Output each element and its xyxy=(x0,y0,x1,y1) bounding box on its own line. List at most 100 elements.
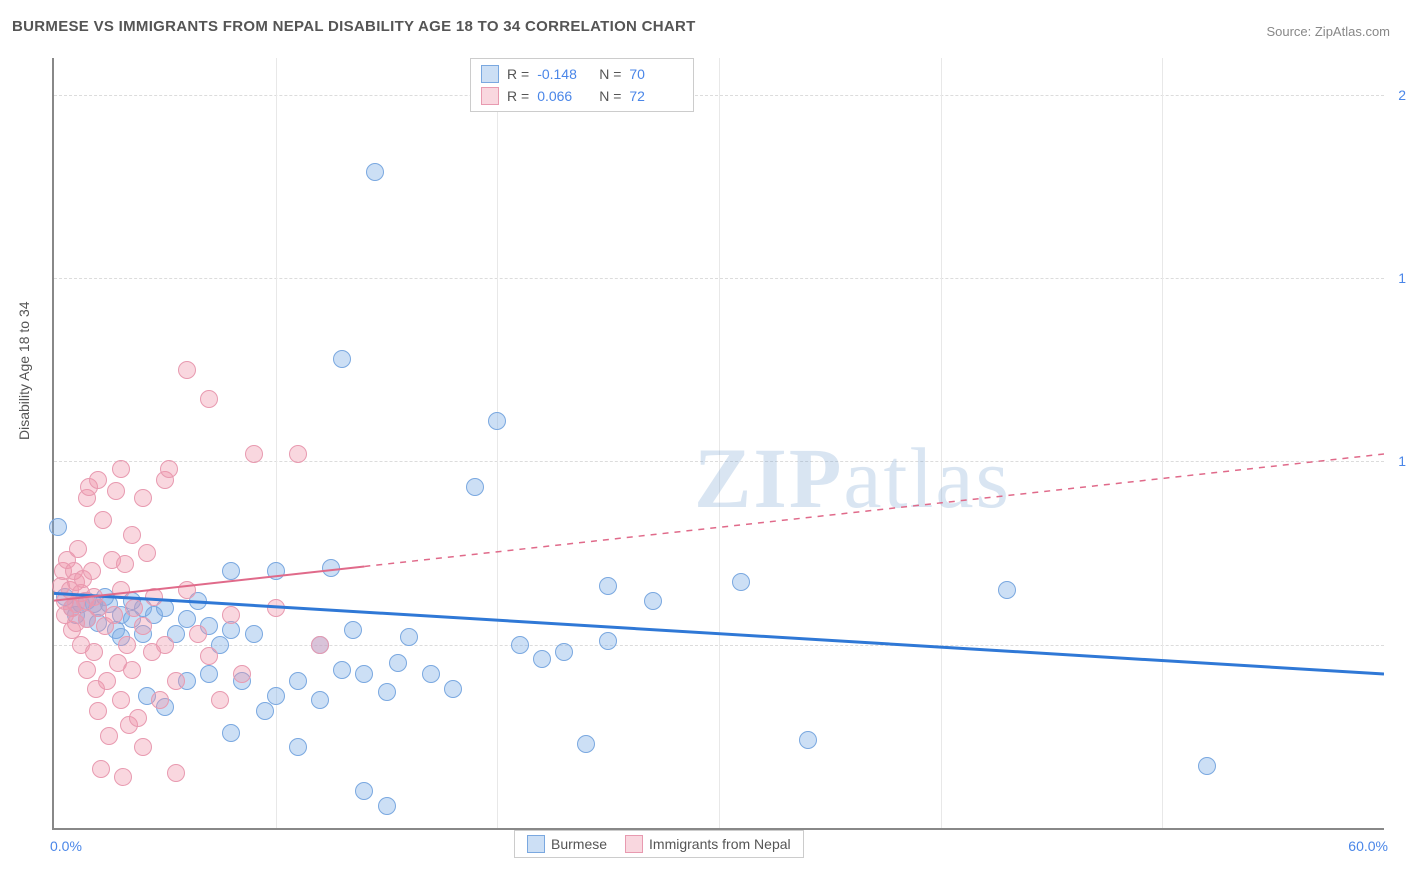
data-point xyxy=(488,412,506,430)
y-tick-label: 20.0% xyxy=(1388,87,1406,103)
stats-row: R = 0.066 N = 72 xyxy=(481,85,683,107)
data-point xyxy=(178,361,196,379)
data-point xyxy=(112,581,130,599)
data-point xyxy=(422,665,440,683)
legend-label: Burmese xyxy=(551,836,607,852)
data-point xyxy=(145,588,163,606)
data-point xyxy=(311,636,329,654)
data-point xyxy=(89,702,107,720)
data-point xyxy=(311,691,329,709)
data-point xyxy=(444,680,462,698)
data-point xyxy=(118,636,136,654)
data-point xyxy=(167,672,185,690)
data-point xyxy=(114,768,132,786)
data-point xyxy=(389,654,407,672)
stat-n-label: N = xyxy=(599,66,621,82)
legend-item: Burmese xyxy=(527,835,607,853)
data-point xyxy=(69,540,87,558)
data-point xyxy=(94,511,112,529)
data-point xyxy=(200,390,218,408)
data-point xyxy=(355,782,373,800)
data-point xyxy=(156,636,174,654)
legend-label: Immigrants from Nepal xyxy=(649,836,791,852)
stat-r-value: -0.148 xyxy=(537,66,591,82)
gridline-vertical xyxy=(1162,58,1163,828)
data-point xyxy=(1198,757,1216,775)
data-point xyxy=(78,661,96,679)
data-point xyxy=(189,625,207,643)
data-point xyxy=(98,672,116,690)
watermark: ZIPatlas xyxy=(694,428,1011,528)
data-point xyxy=(366,163,384,181)
source-attribution: Source: ZipAtlas.com xyxy=(1266,24,1390,39)
x-tick-label: 0.0% xyxy=(50,838,82,854)
data-point xyxy=(511,636,529,654)
data-point xyxy=(125,599,143,617)
data-point xyxy=(322,559,340,577)
data-point xyxy=(533,650,551,668)
data-point xyxy=(222,606,240,624)
data-point xyxy=(151,691,169,709)
data-point xyxy=(333,350,351,368)
data-point xyxy=(799,731,817,749)
stat-n-label: N = xyxy=(599,88,621,104)
y-axis-label: Disability Age 18 to 34 xyxy=(16,301,32,440)
data-point xyxy=(92,760,110,778)
stats-row: R =-0.148N =70 xyxy=(481,63,683,85)
data-point xyxy=(289,738,307,756)
data-point xyxy=(49,518,67,536)
data-point xyxy=(256,702,274,720)
plot-area: ZIPatlas R =-0.148N =70R =0.066N =72 Bur… xyxy=(52,58,1384,830)
data-point xyxy=(599,632,617,650)
correlation-stats-box: R = -0.148 N = 70 R = 0.066 N = 72 xyxy=(470,58,694,112)
data-point xyxy=(400,628,418,646)
data-point xyxy=(167,764,185,782)
data-point xyxy=(245,625,263,643)
data-point xyxy=(355,665,373,683)
data-point xyxy=(233,665,251,683)
stat-r-value: 0.066 xyxy=(537,88,591,104)
data-point xyxy=(245,445,263,463)
data-point xyxy=(178,581,196,599)
data-point xyxy=(85,643,103,661)
data-point xyxy=(267,562,285,580)
stat-r-label: R = xyxy=(507,88,529,104)
stat-n-value: 70 xyxy=(629,66,683,82)
data-point xyxy=(267,687,285,705)
data-point xyxy=(200,665,218,683)
data-point xyxy=(112,691,130,709)
watermark-zip: ZIP xyxy=(694,430,843,526)
data-point xyxy=(333,661,351,679)
y-tick-label: 5.0% xyxy=(1388,637,1406,653)
gridline-vertical xyxy=(276,58,277,828)
data-point xyxy=(134,738,152,756)
data-point xyxy=(123,661,141,679)
data-point xyxy=(732,573,750,591)
data-point xyxy=(100,727,118,745)
data-point xyxy=(998,581,1016,599)
legend-item: Immigrants from Nepal xyxy=(625,835,791,853)
data-point xyxy=(89,471,107,489)
stat-n-value: 72 xyxy=(629,88,683,104)
data-point xyxy=(134,617,152,635)
data-point xyxy=(378,683,396,701)
data-point xyxy=(134,489,152,507)
y-tick-label: 15.0% xyxy=(1388,270,1406,286)
x-tick-label: 60.0% xyxy=(1348,838,1388,854)
data-point xyxy=(378,797,396,815)
gridline-vertical xyxy=(941,58,942,828)
data-point xyxy=(344,621,362,639)
data-point xyxy=(466,478,484,496)
gridline-vertical xyxy=(497,58,498,828)
data-point xyxy=(107,482,125,500)
data-point xyxy=(83,562,101,580)
data-point xyxy=(105,606,123,624)
data-point xyxy=(112,460,130,478)
data-point xyxy=(289,445,307,463)
gridline-vertical xyxy=(719,58,720,828)
legend-swatch xyxy=(527,835,545,853)
data-point xyxy=(289,672,307,690)
data-point xyxy=(267,599,285,617)
legend-swatch xyxy=(625,835,643,853)
data-point xyxy=(599,577,617,595)
